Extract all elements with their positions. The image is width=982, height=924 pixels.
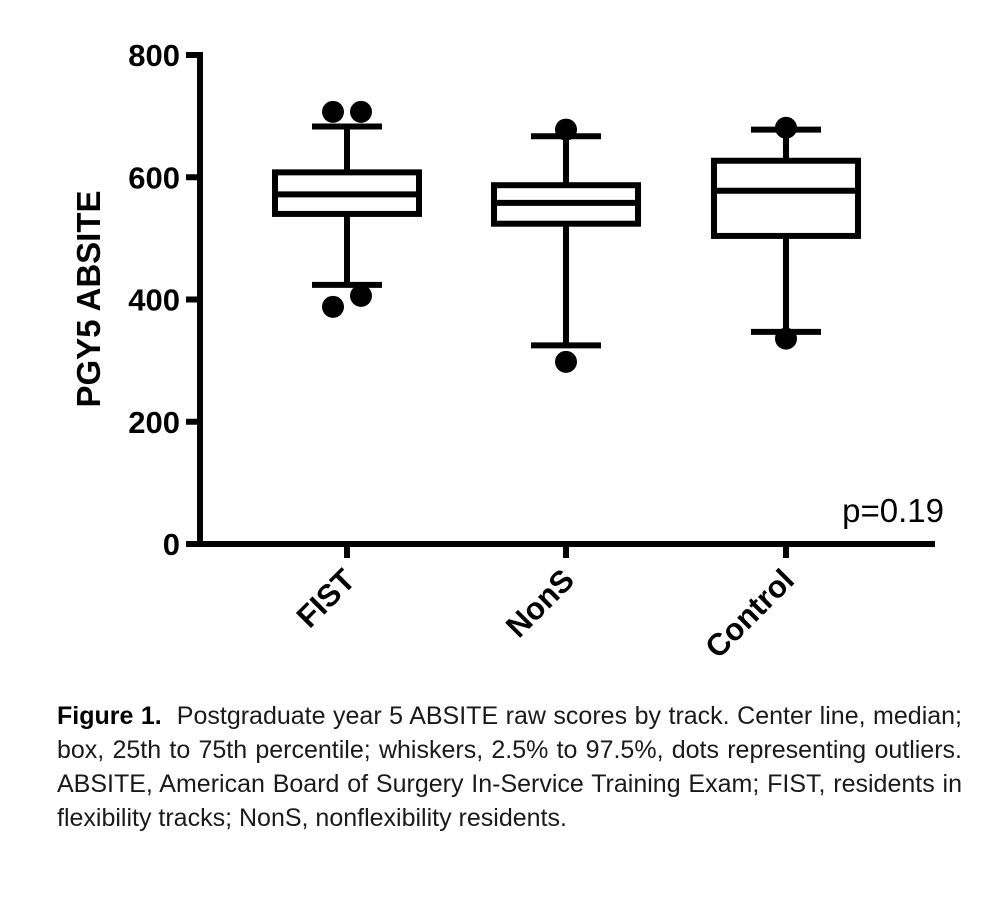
outlier-point	[555, 118, 577, 141]
y-axis: 0 200 400 600 800	[128, 38, 203, 562]
figure-label: Figure 1.	[57, 702, 162, 730]
x-category-label: NonS	[499, 562, 581, 644]
box-group	[711, 116, 861, 350]
x-category-label: FIST	[290, 562, 362, 634]
box-group	[272, 100, 422, 318]
box-group	[491, 118, 641, 373]
outlier-point	[322, 100, 344, 123]
y-tick-label: 800	[128, 38, 180, 73]
box-plot-chart: 0 200 400 600 800 FIST NonS Control PGY5 ABSIT…	[70, 38, 944, 665]
y-tick-label: 200	[128, 405, 180, 440]
y-tick-label: 0	[163, 527, 180, 562]
figure-caption: Figure 1. Postgraduate year 5 ABSITE raw…	[57, 699, 962, 835]
outlier-point	[775, 116, 797, 139]
outlier-point	[322, 295, 344, 318]
outlier-point	[555, 350, 577, 373]
y-tick-label: 600	[128, 160, 180, 195]
x-category-label: Control	[698, 562, 801, 665]
iqr-box	[711, 157, 861, 239]
y-tick-label: 400	[128, 283, 180, 318]
outlier-point	[350, 284, 372, 307]
y-axis-title: PGY5 ABSITE	[70, 191, 107, 408]
outlier-point	[775, 327, 797, 350]
caption-text: Postgraduate year 5 ABSITE raw scores by…	[57, 702, 962, 832]
x-axis: FIST NonS Control	[197, 541, 935, 665]
outlier-point	[350, 100, 372, 123]
box-series	[272, 100, 861, 373]
p-value-annotation: p=0.19	[842, 492, 944, 529]
